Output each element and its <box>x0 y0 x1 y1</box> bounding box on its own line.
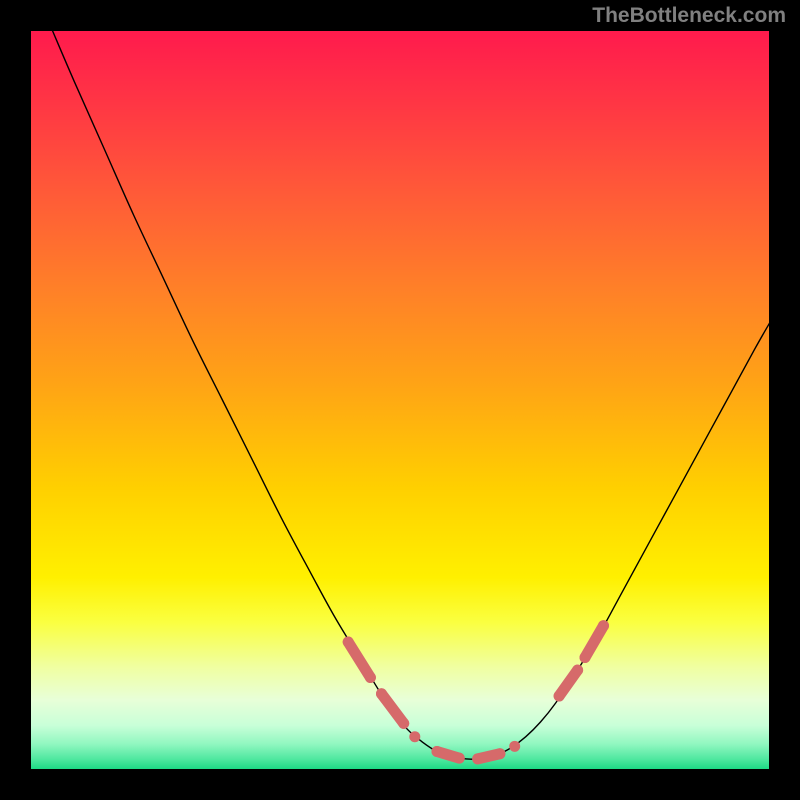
marker-dot <box>598 620 609 631</box>
marker-dot <box>454 753 465 764</box>
chart-canvas: TheBottleneck.com <box>0 0 800 800</box>
marker-dot <box>509 741 520 752</box>
marker-dot <box>432 746 443 757</box>
watermark-text: TheBottleneck.com <box>592 4 786 28</box>
marker-dot <box>472 753 483 764</box>
marker-dot <box>365 672 376 683</box>
marker-dot <box>409 731 420 742</box>
marker-dot <box>398 718 409 729</box>
marker-dot <box>572 665 583 676</box>
marker-dot <box>376 688 387 699</box>
marker-dot <box>343 636 354 647</box>
plot-background <box>30 30 770 770</box>
marker-dot <box>494 748 505 759</box>
marker-dot <box>554 691 565 702</box>
chart-svg <box>0 0 800 800</box>
marker-dot <box>580 652 591 663</box>
